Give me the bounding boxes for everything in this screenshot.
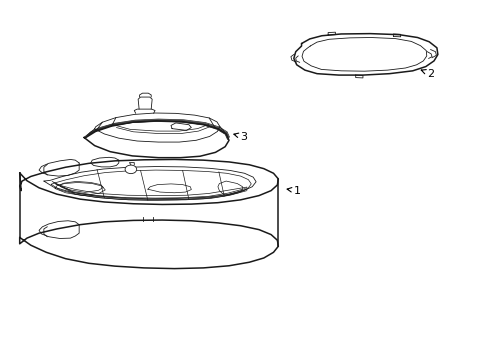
Circle shape	[125, 165, 137, 174]
Text: 2: 2	[420, 69, 433, 79]
Text: 3: 3	[233, 132, 247, 142]
Text: 1: 1	[286, 186, 300, 195]
